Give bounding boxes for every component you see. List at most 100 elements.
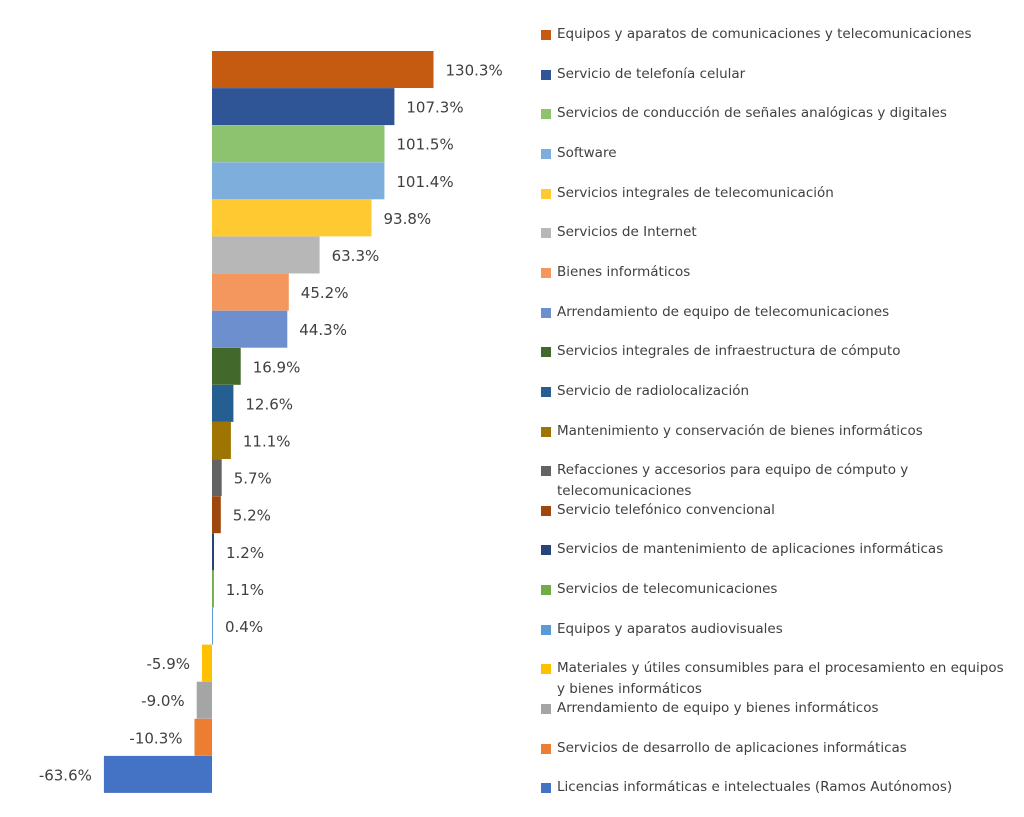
legend-swatch [541, 704, 551, 714]
data-label: 0.4% [225, 618, 263, 636]
legend-swatch [541, 30, 551, 40]
legend-swatch [541, 109, 551, 120]
legend-item: Bienes informáticos [541, 264, 1011, 283]
bar [212, 347, 241, 385]
bar [212, 273, 289, 311]
legend-item: Equipos y aparatos de comunicaciones y t… [541, 26, 1011, 45]
data-label: 107.3% [406, 99, 463, 117]
data-label: -9.0% [141, 692, 185, 710]
data-label: 5.2% [233, 507, 271, 525]
data-label: 5.7% [234, 470, 272, 488]
legend-label: Servicios de Internet [557, 224, 697, 241]
legend-label: Materiales y útiles consumibles para el … [557, 660, 1004, 698]
legend-label: Arrendamiento de equipo de telecomunicac… [557, 303, 890, 320]
bar [196, 681, 212, 719]
legend-item: Materiales y útiles consumibles para el … [541, 660, 1011, 700]
data-label: 11.1% [243, 433, 291, 451]
legend-swatch [541, 545, 551, 556]
legend-swatch [541, 585, 551, 596]
legend-label: Servicios integrales de telecomunicación [557, 184, 834, 201]
bar [212, 384, 234, 422]
bar [212, 607, 213, 645]
data-label: 12.6% [245, 395, 293, 413]
legend-swatch [541, 188, 551, 199]
bar [212, 422, 231, 459]
legend-item: Mantenimiento y conservación de bienes i… [541, 423, 1011, 442]
legend-label: Equipos y aparatos de comunicaciones y t… [557, 26, 972, 42]
legend-item: Servicios de telecomunicaciones [541, 581, 1011, 600]
data-label: 101.5% [397, 136, 454, 154]
bar [212, 236, 320, 274]
legend-item: Arrendamiento de equipo de telecomunicac… [541, 304, 1011, 323]
legend-label: Servicios de desarrollo de aplicaciones … [557, 739, 907, 756]
legend-label: Bienes informáticos [557, 263, 691, 280]
legend-label: Servicios de mantenimiento de aplicacion… [557, 541, 944, 558]
legend-label: Arrendamiento de equipo y bienes informá… [557, 700, 879, 716]
data-label: -63.6% [39, 766, 92, 784]
legend-swatch [541, 624, 551, 635]
data-label: -10.3% [129, 729, 182, 747]
bar [212, 533, 214, 571]
legend-swatch [541, 228, 551, 239]
legend-item: Servicios de conducción de señales analó… [541, 105, 1011, 124]
legend-label: Servicios de conducción de señales analó… [557, 105, 947, 122]
data-label: 1.2% [226, 544, 264, 562]
legend-item: Servicio telefónico convencional [541, 502, 1011, 521]
legend-swatch [541, 505, 551, 516]
bar-chart: 130.3% 107.3% 101.5% 101.4% 93.8% 63.3% 45.2% 4… [39, 51, 503, 793]
legend-label: Refacciones y accesorios para equipo de … [557, 462, 909, 500]
legend-item: Servicio de telefonía celular [541, 66, 1011, 85]
bar [212, 51, 434, 88]
bar [212, 199, 372, 237]
legend-item: Servicios integrales de infraestructura … [541, 343, 1011, 362]
legend-item: Refacciones y accesorios para equipo de … [541, 462, 1011, 502]
legend-item: Servicio de radiolocalización [541, 383, 1011, 402]
legend-swatch [541, 386, 551, 397]
legend-item: Licencias informáticas e intelectuales (… [541, 779, 1011, 798]
data-label: 16.9% [253, 358, 301, 376]
legend-swatch [541, 347, 551, 358]
bar [212, 459, 222, 497]
legend-label: Software [557, 144, 617, 161]
data-label: 101.4% [396, 173, 453, 191]
data-label: 63.3% [332, 247, 380, 265]
data-label: 45.2% [301, 284, 349, 302]
legend-swatch [541, 426, 551, 437]
legend-item: Servicios de desarrollo de aplicaciones … [541, 740, 1011, 759]
bar [103, 755, 212, 793]
legend-item: Servicios de Internet [541, 224, 1011, 243]
legend-swatch [541, 148, 551, 159]
bar [212, 570, 214, 608]
bar [212, 88, 395, 126]
bar [194, 718, 212, 756]
bar [212, 310, 288, 348]
legend-label: Mantenimiento y conservación de bienes i… [557, 422, 923, 439]
data-label: 130.3% [446, 62, 503, 80]
legend-swatch [541, 743, 551, 754]
legend-label: Servicios integrales de infraestructura … [557, 343, 901, 360]
legend-item: Servicios de mantenimiento de aplicacion… [541, 541, 1011, 560]
legend-label: Equipos y aparatos audiovisuales [557, 620, 783, 637]
legend-item: Arrendamiento de equipo y bienes informá… [541, 700, 1011, 719]
data-label: 1.1% [226, 581, 264, 599]
legend-item: Software [541, 145, 1011, 164]
bar [212, 496, 221, 534]
bar [212, 125, 385, 163]
bar [202, 644, 212, 682]
legend-swatch [541, 466, 551, 477]
legend-item: Equipos y aparatos audiovisuales [541, 621, 1011, 640]
legend-swatch [541, 783, 551, 794]
legend-label: Servicio de telefonía celular [557, 65, 746, 82]
legend-swatch [541, 69, 551, 80]
legend-item: Servicios integrales de telecomunicación [541, 185, 1011, 204]
data-label: 93.8% [384, 210, 432, 228]
legend-label: Servicio telefónico convencional [557, 501, 775, 518]
data-label: -5.9% [146, 655, 190, 673]
legend-label: Licencias informáticas e intelectuales (… [557, 779, 953, 796]
legend-swatch [541, 267, 551, 278]
legend-label: Servicios de telecomunicaciones [557, 581, 778, 598]
bar [212, 162, 385, 200]
legend-swatch [541, 307, 551, 318]
data-label: 44.3% [299, 321, 347, 339]
legend-swatch [541, 664, 551, 675]
